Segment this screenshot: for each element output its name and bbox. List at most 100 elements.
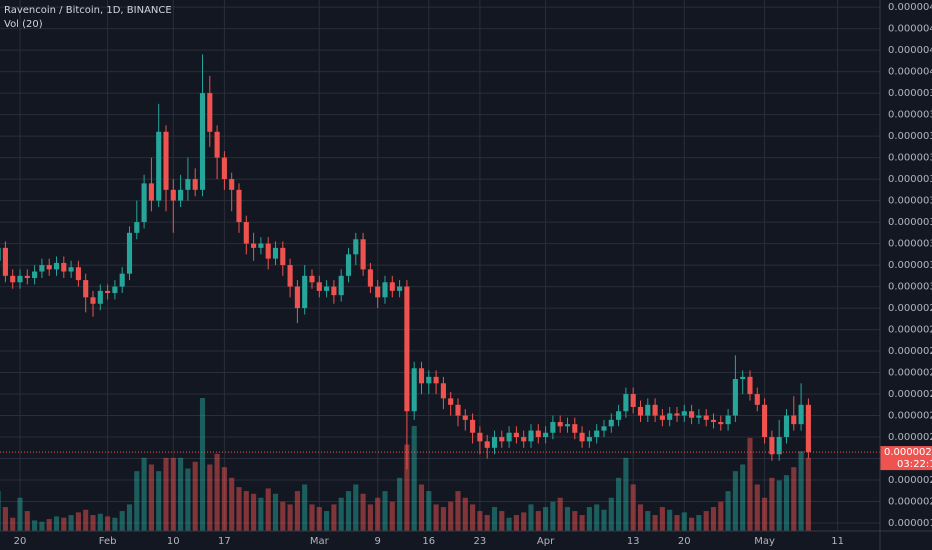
volume-bar xyxy=(440,507,446,531)
volume-bar xyxy=(426,491,432,531)
volume-bar xyxy=(513,515,519,531)
candle-body xyxy=(747,376,753,395)
candle-body xyxy=(550,422,556,433)
volume-bar xyxy=(740,464,746,531)
volume-bar xyxy=(324,511,330,531)
candle-body xyxy=(90,297,96,304)
volume-bar xyxy=(652,515,658,531)
candle-body xyxy=(265,243,271,259)
volume-bar xyxy=(294,491,300,531)
volume-bar xyxy=(39,521,45,531)
volume-bar xyxy=(689,517,695,531)
x-tick-label: May xyxy=(754,536,775,547)
x-tick-label: 20 xyxy=(678,536,691,547)
volume-bar xyxy=(382,491,388,531)
y-tick-label: 0.00000330 xyxy=(888,217,932,228)
candle-body xyxy=(645,404,651,416)
x-tick-label: 13 xyxy=(627,536,640,547)
volume-bar xyxy=(302,484,308,531)
candle-body xyxy=(674,413,680,416)
candle-body xyxy=(411,368,417,412)
candle-body xyxy=(360,239,366,270)
volume-bar xyxy=(433,504,439,531)
candle-body xyxy=(484,441,490,448)
candle-body xyxy=(141,183,147,223)
volume-bar xyxy=(601,509,607,531)
candle-body xyxy=(754,394,760,405)
y-tick-label: 0.00000200 xyxy=(888,497,932,508)
y-tick-label: 0.00000430 xyxy=(888,2,932,13)
volume-bar xyxy=(543,507,549,531)
candle-body xyxy=(199,93,206,190)
volume-bar xyxy=(491,507,498,531)
volume-bar xyxy=(46,519,52,531)
volume-bar xyxy=(214,453,220,531)
candle-body xyxy=(338,275,344,296)
volume-bar xyxy=(367,504,373,531)
candle-body xyxy=(272,247,279,259)
volume-bar xyxy=(667,509,673,531)
candle-body xyxy=(32,271,38,278)
y-tick-label: 0.00000190 xyxy=(888,518,932,529)
candle-body xyxy=(46,265,52,270)
x-tick-label: 10 xyxy=(167,536,180,547)
y-tick-label: 0.00000340 xyxy=(888,196,932,207)
volume-bar xyxy=(236,487,242,531)
volume-bar xyxy=(258,497,264,531)
candle-body xyxy=(331,286,337,296)
candle-body xyxy=(667,413,673,420)
x-tick-label: 16 xyxy=(422,536,435,547)
x-tick-label: Mar xyxy=(310,536,330,547)
candle-body xyxy=(499,437,505,442)
volume-bar xyxy=(10,517,16,531)
candle-body xyxy=(630,394,636,407)
candle-body xyxy=(783,415,790,438)
y-tick-label: 0.00000420 xyxy=(888,24,932,35)
x-tick-label: 20 xyxy=(14,536,27,547)
candle-body xyxy=(762,404,768,438)
volume-bar xyxy=(521,512,527,531)
candle-body xyxy=(280,247,286,266)
volume-bar xyxy=(2,507,8,531)
candle-body xyxy=(623,394,629,412)
volume-bar xyxy=(178,457,184,531)
candle-body xyxy=(543,432,549,438)
volume-bar xyxy=(462,497,468,531)
y-tick-label: 0.00000250 xyxy=(888,389,932,400)
volume-bar xyxy=(586,507,592,531)
volume-bar xyxy=(637,504,644,531)
volume-bar xyxy=(470,504,476,531)
volume-bar xyxy=(783,475,790,531)
candle-body xyxy=(83,280,89,298)
candle-body xyxy=(287,265,293,287)
candle-body xyxy=(251,243,257,248)
candle-body xyxy=(294,286,300,309)
y-tick-label: 0.00000350 xyxy=(888,174,932,185)
volume-pane xyxy=(0,398,811,531)
candle-body xyxy=(97,290,103,304)
volume-bar xyxy=(185,468,191,531)
volume-bar xyxy=(0,491,1,531)
candle-pane xyxy=(0,54,880,470)
y-tick-label: 0.00000310 xyxy=(888,260,932,271)
volume-bar xyxy=(776,480,782,531)
candle-body xyxy=(39,265,45,272)
candle-body xyxy=(2,247,8,276)
volume-bar xyxy=(550,501,556,531)
candle-body xyxy=(659,415,665,420)
candle-body xyxy=(418,368,425,384)
volume-bar xyxy=(579,515,585,531)
volume-bar xyxy=(141,457,147,531)
y-tick-label: 0.00000260 xyxy=(888,368,932,379)
candle-body xyxy=(616,411,622,420)
volume-bar xyxy=(243,491,249,531)
volume-bar xyxy=(170,457,176,531)
candle-body xyxy=(637,406,644,416)
y-tick-label: 0.00000290 xyxy=(888,303,932,314)
candle-body xyxy=(112,286,118,294)
volume-bar xyxy=(75,512,81,531)
candle-body xyxy=(557,422,563,427)
candle-body xyxy=(586,437,592,442)
last-price-label: 0.00000223 xyxy=(884,447,932,458)
candle-body xyxy=(491,437,498,448)
